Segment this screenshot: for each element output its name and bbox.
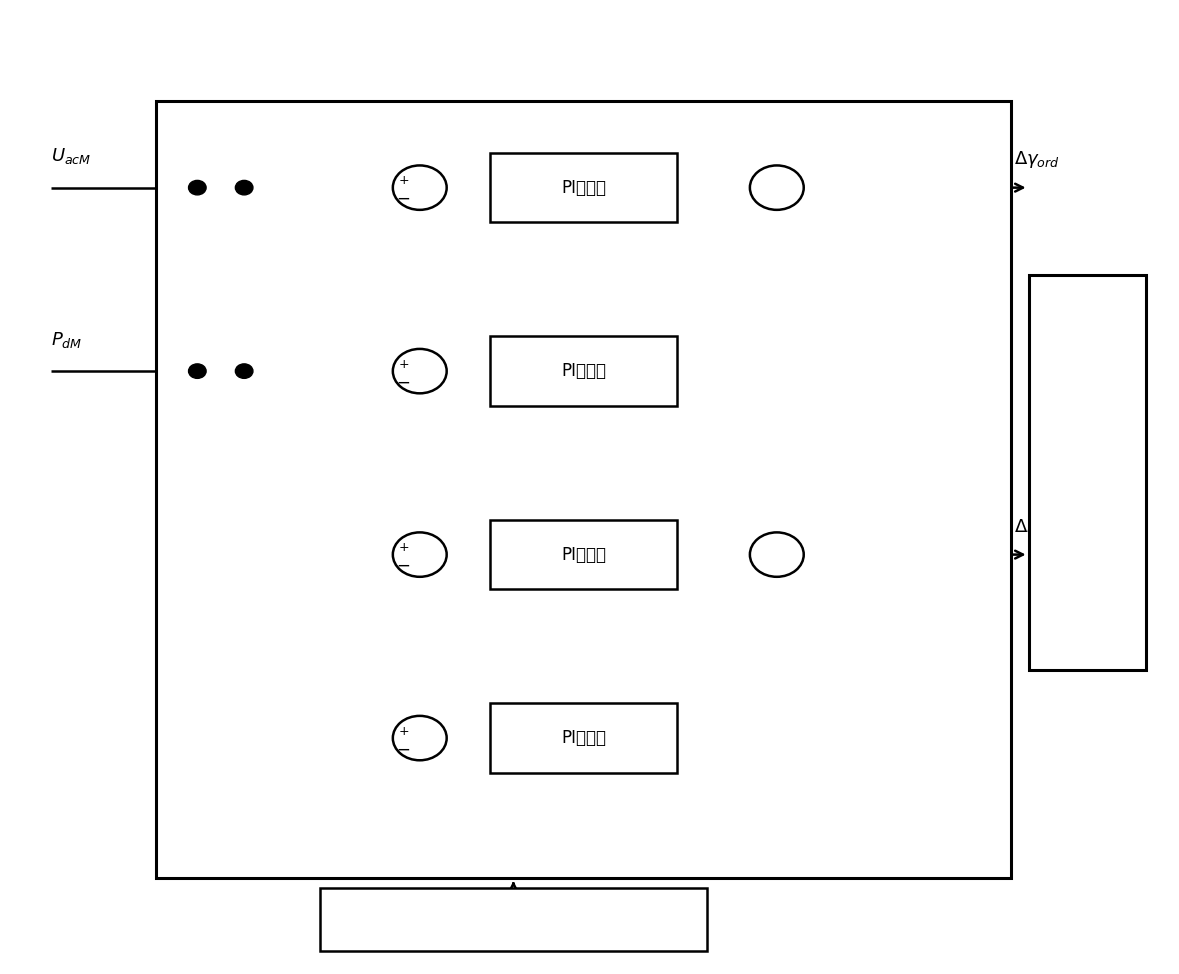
Text: 直流控: 直流控: [1071, 436, 1104, 455]
Text: −: −: [396, 557, 410, 575]
Circle shape: [750, 533, 804, 577]
Text: −: −: [396, 190, 410, 207]
Circle shape: [750, 166, 804, 209]
Text: $U_{OV\_ref}$: $U_{OV\_ref}$: [427, 635, 475, 656]
Circle shape: [393, 349, 447, 393]
Text: $P_{d\_ref}$: $P_{d\_ref}$: [427, 451, 465, 472]
Text: $U_{acM}$: $U_{acM}$: [51, 146, 92, 167]
Text: $e_U$: $e_U$: [452, 514, 470, 531]
Text: $P_{dM}$: $P_{dM}$: [51, 330, 83, 350]
Text: $e_U$: $e_U$: [452, 148, 470, 164]
Text: $\Delta P_d$: $\Delta P_d$: [452, 695, 480, 714]
Text: $\Delta I_{ord\,\mathrm{max}}$: $\Delta I_{ord\,\mathrm{max}}$: [847, 495, 905, 513]
Text: PI调节器: PI调节器: [561, 730, 606, 747]
Bar: [490, 336, 677, 406]
Circle shape: [189, 180, 206, 195]
Text: $U_{OV\_ref}$: $U_{OV\_ref}$: [427, 268, 475, 289]
Text: $P_{d\_ref}$: $P_{d\_ref}$: [427, 823, 465, 844]
Text: 制系统: 制系统: [1071, 488, 1104, 506]
Text: −: −: [396, 373, 410, 392]
Bar: [1028, 275, 1146, 670]
Circle shape: [393, 533, 447, 577]
Text: $\Delta\gamma_{ord}$: $\Delta\gamma_{ord}$: [1014, 149, 1060, 170]
Text: $\Delta I_{ord}$: $\Delta I_{ord}$: [1014, 517, 1055, 538]
Bar: [321, 887, 706, 951]
Bar: [490, 153, 677, 222]
Circle shape: [393, 166, 447, 209]
Text: +: +: [399, 725, 409, 738]
Bar: [490, 703, 677, 772]
Circle shape: [236, 364, 253, 378]
Text: PI调节器: PI调节器: [561, 545, 606, 564]
Text: PI调节器: PI调节器: [561, 362, 606, 380]
Text: $0$: $0$: [839, 605, 850, 621]
Text: 启动/退出判断环节: 启动/退出判断环节: [469, 910, 558, 928]
Text: −: −: [396, 740, 410, 758]
Text: +: +: [399, 542, 409, 554]
Text: $\Delta P_d$: $\Delta P_d$: [452, 328, 480, 347]
Circle shape: [236, 180, 253, 195]
Text: $\Delta\gamma_{ord\,\mathrm{max}}$: $\Delta\gamma_{ord\,\mathrm{max}}$: [844, 128, 908, 147]
Text: +: +: [399, 358, 409, 371]
Text: $0$: $0$: [839, 239, 850, 254]
Bar: [490, 520, 677, 589]
Text: +: +: [399, 174, 409, 187]
Bar: [157, 100, 1010, 879]
Text: PI调节器: PI调节器: [561, 178, 606, 197]
Circle shape: [189, 364, 206, 378]
Circle shape: [393, 716, 447, 761]
